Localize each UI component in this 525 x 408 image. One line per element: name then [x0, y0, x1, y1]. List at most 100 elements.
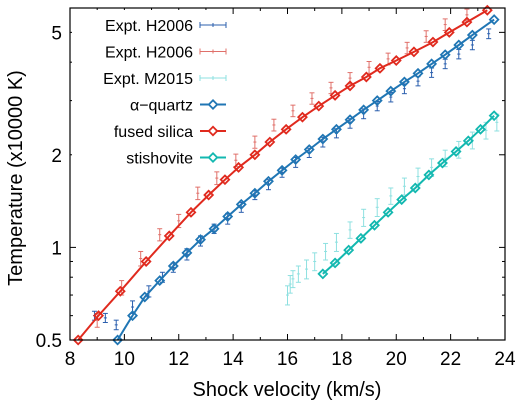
diamond-marker — [382, 206, 394, 218]
series-line — [116, 18, 495, 341]
errorbar-point — [401, 177, 407, 196]
diamond-marker — [360, 71, 372, 83]
diamond-marker — [329, 257, 341, 269]
errorbar-point — [290, 270, 296, 289]
errorbar-point — [271, 118, 277, 132]
diamond-marker — [195, 234, 206, 246]
errorbar-point — [287, 275, 293, 294]
diamond-marker — [219, 174, 231, 186]
legend-label: fused silica — [114, 124, 193, 141]
series-3 — [112, 14, 500, 346]
legend-item: Expt. H2006 — [105, 45, 227, 62]
series-line — [322, 114, 495, 275]
errorbar-point — [252, 135, 258, 149]
y-tick-label: 1 — [51, 238, 62, 259]
errorbar-point — [385, 52, 391, 66]
legend-item: Expt. M2015 — [103, 71, 227, 88]
errorbar-point — [423, 30, 429, 43]
diamond-marker — [439, 49, 451, 61]
diamond-marker — [385, 85, 397, 97]
series-4 — [72, 4, 493, 346]
errorbar-point — [138, 250, 144, 267]
errorbar-point — [347, 221, 353, 239]
errorbar-point — [374, 198, 380, 218]
diamond-marker — [436, 157, 448, 169]
errorbar-point — [442, 18, 448, 32]
legend-item: fused silica — [114, 124, 226, 141]
y-axis-title: Temperature (x10000 K) — [5, 70, 27, 286]
errorbar-point — [304, 259, 310, 280]
errorbar-point — [295, 265, 301, 283]
x-tick-label: 10 — [114, 349, 135, 370]
diamond-marker — [93, 310, 105, 322]
diamond-marker — [163, 230, 175, 242]
diamond-marker — [262, 175, 274, 187]
legend-label: stishovite — [126, 151, 193, 168]
errorbar-point — [442, 58, 448, 70]
legend-item: α−quartz — [130, 98, 226, 115]
x-tick-label: 24 — [494, 349, 516, 370]
errorbar-point — [312, 252, 318, 272]
y-tick-label: 0.5 — [36, 331, 62, 352]
errorbar-point — [469, 39, 475, 51]
legend-label: Expt. M2015 — [103, 71, 193, 88]
x-tick-label: 22 — [440, 349, 461, 370]
legend-swatch-marker — [207, 99, 219, 110]
errorbar-point — [486, 28, 492, 40]
diamond-marker — [296, 111, 308, 123]
diamond-marker — [343, 244, 355, 256]
diamond-marker — [466, 29, 478, 41]
legend-item: stishovite — [126, 151, 226, 168]
diamond-marker — [374, 62, 386, 74]
diamond-marker — [249, 149, 261, 161]
legend-item: Expt. H2006 — [105, 18, 227, 35]
diamond-marker — [390, 55, 402, 66]
diamond-marker — [233, 161, 245, 173]
diamond-marker — [443, 26, 455, 38]
diamond-marker — [461, 16, 473, 28]
diamond-marker — [264, 136, 276, 148]
legend-swatch-marker — [207, 125, 219, 137]
errorbar-point — [366, 61, 372, 74]
diamond-marker — [317, 133, 329, 145]
diamond-marker — [358, 104, 370, 116]
diamond-marker — [185, 206, 197, 218]
errorbar-point — [323, 242, 329, 261]
diamond-marker — [303, 144, 315, 156]
x-tick-label: 12 — [168, 349, 189, 370]
diamond-marker — [181, 247, 193, 259]
diamond-marker — [355, 232, 367, 244]
legend-box — [72, 10, 230, 170]
y-tick-label: 2 — [51, 146, 62, 167]
diamond-marker — [317, 268, 329, 280]
plot-area — [72, 4, 500, 346]
diamond-marker — [409, 182, 421, 194]
diamond-marker — [481, 4, 493, 16]
errorbar-point — [429, 67, 435, 78]
diamond-marker — [72, 334, 84, 346]
diamond-marker — [235, 198, 247, 210]
diamond-marker — [423, 169, 435, 181]
errorbar-point — [113, 319, 119, 331]
diamond-marker — [398, 76, 410, 88]
legend-swatch-marker — [207, 152, 219, 163]
diamond-marker — [276, 164, 288, 176]
diamond-marker — [475, 123, 487, 135]
x-tick-label: 18 — [331, 349, 352, 370]
errorbar-point — [102, 312, 108, 323]
diamond-marker — [369, 219, 380, 231]
diamond-marker — [453, 39, 465, 51]
errorbar-point — [309, 92, 315, 105]
y-tick-label: 5 — [51, 23, 62, 44]
x-tick-label: 14 — [223, 349, 245, 370]
diamond-marker — [222, 211, 234, 222]
x-tick-label: 20 — [386, 349, 407, 370]
errorbar-point — [214, 171, 220, 186]
diamond-marker — [139, 291, 151, 303]
errorbar-point — [285, 285, 290, 306]
diamond-marker — [450, 146, 462, 157]
diamond-marker — [203, 189, 215, 201]
diamond-marker — [488, 14, 500, 26]
